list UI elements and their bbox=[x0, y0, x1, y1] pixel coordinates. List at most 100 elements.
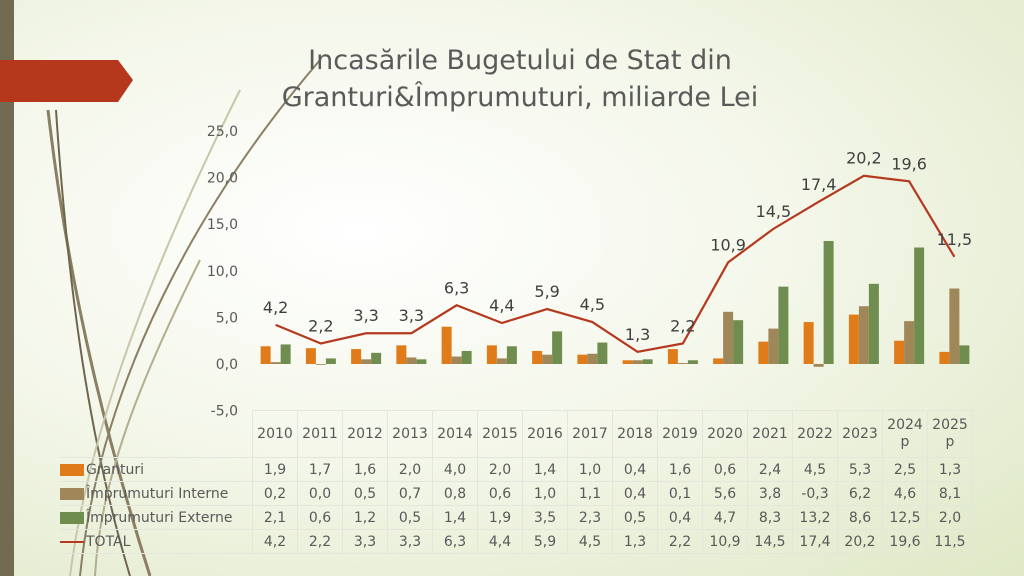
table-row: Granturi 1,9 1,7 1,6 2,0 4,0 2,0 1,4 1,0 0,4 1,6 0,… bbox=[60, 457, 973, 482]
bar-granturi bbox=[305, 348, 316, 364]
table-row: TOTAL 4,2 2,2 3,3 3,3 6,3 4,4 5,9 4,5 1,3 2,2 10,9 1… bbox=[60, 529, 973, 554]
bar-granturi bbox=[351, 349, 362, 364]
bar-granturi bbox=[260, 346, 271, 364]
y-tick-label: -5,0 bbox=[211, 404, 238, 420]
table-cell: 0,4 bbox=[612, 481, 658, 506]
table-row: Împrumuturi Interne 0,2 0,0 0,5 0,7 0,8 0,6 1,0… bbox=[60, 481, 973, 506]
table-cell: 1,9 bbox=[252, 457, 298, 482]
table-cell: 4,0 bbox=[432, 457, 478, 482]
total-data-label: 4,5 bbox=[580, 295, 605, 314]
table-cell: 4,2 bbox=[252, 529, 298, 554]
table-cell: 2,2 bbox=[657, 529, 703, 554]
bar--mprumuturi-interne bbox=[723, 311, 734, 364]
bar--mprumuturi-externe bbox=[506, 346, 517, 364]
table-cell: 1,9 bbox=[477, 505, 523, 530]
bar--mprumuturi-externe bbox=[914, 247, 925, 364]
table-cell: 5,3 bbox=[837, 457, 883, 482]
bar--mprumuturi-interne bbox=[768, 328, 779, 364]
table-cell: 8,1 bbox=[927, 481, 973, 506]
table-cell: 1,7 bbox=[297, 457, 343, 482]
x-category-label: 2020 bbox=[702, 410, 748, 458]
legend-entry: Granturi bbox=[60, 457, 253, 482]
total-data-label: 6,3 bbox=[444, 278, 469, 297]
legend-key-icon bbox=[60, 487, 84, 500]
table-cell: 17,4 bbox=[792, 529, 838, 554]
bar--mprumuturi-externe bbox=[416, 359, 427, 364]
bar--mprumuturi-interne bbox=[949, 288, 960, 364]
table-header-row: 2010 2011 2012 2013 2014 2015 2016 2017 2018 2019… bbox=[60, 410, 973, 458]
table-cell: 4,6 bbox=[882, 481, 928, 506]
left-accent-bar bbox=[0, 0, 14, 576]
x-category-label: 2024 p bbox=[882, 410, 928, 458]
legend-key-icon bbox=[60, 511, 84, 524]
bar--mprumuturi-interne bbox=[406, 357, 417, 364]
bar-granturi bbox=[441, 326, 452, 364]
table-cell: 1,2 bbox=[342, 505, 388, 530]
table-cell: 3,5 bbox=[522, 505, 568, 530]
legend-label: Împrumuturi Externe bbox=[86, 509, 233, 526]
bar--mprumuturi-interne bbox=[451, 356, 462, 364]
table-cell: 8,3 bbox=[747, 505, 793, 530]
x-category-label: 2011 bbox=[297, 410, 343, 458]
table-cell: -0,3 bbox=[792, 481, 838, 506]
y-tick-label: 25,0 bbox=[207, 124, 238, 140]
legend-key-icon bbox=[60, 540, 84, 543]
total-data-label: 10,9 bbox=[710, 235, 746, 254]
bar--mprumuturi-interne bbox=[361, 359, 372, 364]
table-cell: 8,6 bbox=[837, 505, 883, 530]
table-cell: 5,6 bbox=[702, 481, 748, 506]
total-line bbox=[275, 174, 956, 354]
table-cell: 2,3 bbox=[567, 505, 613, 530]
x-category-label: 2016 bbox=[522, 410, 568, 458]
bar--mprumuturi-externe bbox=[597, 342, 608, 364]
total-data-label: 2,2 bbox=[308, 316, 333, 335]
x-category-label: 2012 bbox=[342, 410, 388, 458]
table-cell: 1,3 bbox=[927, 457, 973, 482]
total-data-label: 19,6 bbox=[891, 154, 927, 173]
x-category-label: 2018 bbox=[612, 410, 658, 458]
bar--mprumuturi-interne bbox=[587, 353, 598, 364]
total-data-label: 2,2 bbox=[670, 316, 695, 335]
legend-entry: Împrumuturi Externe bbox=[60, 505, 253, 530]
table-cell: 1,1 bbox=[567, 481, 613, 506]
table-cell: 0,4 bbox=[612, 457, 658, 482]
table-cell: 3,8 bbox=[747, 481, 793, 506]
table-cell: 0,6 bbox=[477, 481, 523, 506]
table-cell: 0,1 bbox=[657, 481, 703, 506]
bar--mprumuturi-externe bbox=[687, 360, 698, 364]
table-cell: 10,9 bbox=[702, 529, 748, 554]
bar--mprumuturi-interne bbox=[904, 321, 915, 364]
bar--mprumuturi-externe bbox=[959, 345, 970, 364]
table-cell: 13,2 bbox=[792, 505, 838, 530]
bar--mprumuturi-externe bbox=[778, 286, 789, 364]
bar--mprumuturi-externe bbox=[325, 358, 336, 364]
bar-granturi bbox=[622, 360, 633, 364]
table-cell: 3,3 bbox=[342, 529, 388, 554]
red-arrow-banner bbox=[0, 60, 133, 102]
total-data-label: 11,5 bbox=[937, 230, 973, 249]
x-category-label: 2022 bbox=[792, 410, 838, 458]
legend-label: TOTAL bbox=[86, 533, 131, 550]
table-cell: 0,5 bbox=[342, 481, 388, 506]
table-cell: 6,2 bbox=[837, 481, 883, 506]
x-category-label: 2025 p bbox=[927, 410, 973, 458]
total-data-label: 20,2 bbox=[846, 149, 882, 168]
x-category-label: 2017 bbox=[567, 410, 613, 458]
table-cell: 2,1 bbox=[252, 505, 298, 530]
legend-entry: TOTAL bbox=[60, 529, 253, 554]
bar--mprumuturi-interne bbox=[270, 362, 281, 364]
table-cell: 3,3 bbox=[387, 529, 433, 554]
total-data-label: 4,2 bbox=[263, 298, 288, 317]
table-cell: 1,4 bbox=[522, 457, 568, 482]
bar--mprumuturi-interne bbox=[542, 354, 553, 364]
bar--mprumuturi-externe bbox=[823, 240, 834, 364]
legend-label: Granturi bbox=[86, 461, 145, 478]
table-cell: 0,6 bbox=[702, 457, 748, 482]
table-cell: 0,2 bbox=[252, 481, 298, 506]
table-cell: 14,5 bbox=[747, 529, 793, 554]
table-cell: 6,3 bbox=[432, 529, 478, 554]
bar-granturi bbox=[713, 358, 724, 364]
bar--mprumuturi-interne bbox=[496, 358, 507, 364]
y-tick-label: 15,0 bbox=[207, 217, 238, 233]
